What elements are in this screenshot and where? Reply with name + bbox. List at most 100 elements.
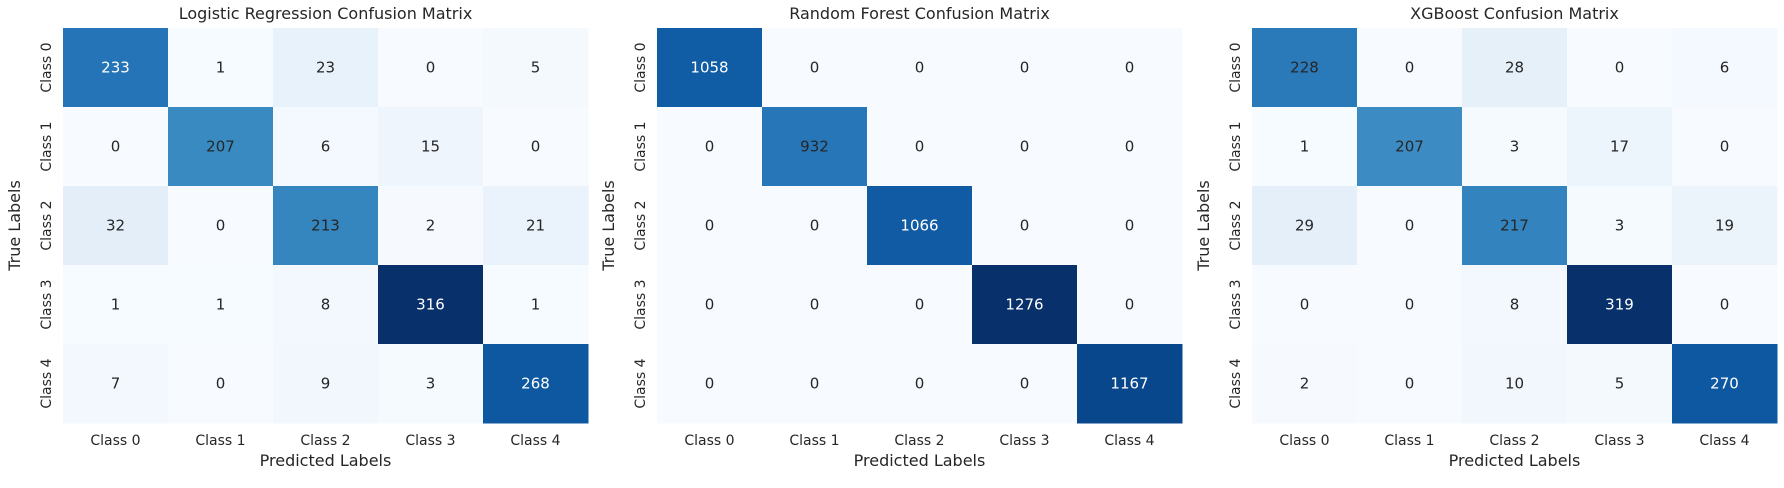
heatmap-cell — [1357, 186, 1463, 266]
heatmap-cell — [273, 107, 379, 187]
x-tick-label: Class 1 — [789, 433, 839, 449]
cell-value-label: 28 — [1505, 59, 1524, 77]
cell-value-label: 19 — [1715, 217, 1734, 235]
heatmap-cell — [1462, 107, 1568, 187]
cell-value-label: 29 — [1295, 217, 1314, 235]
cell-value-label: 6 — [321, 138, 331, 156]
cell-value-label: 228 — [1290, 59, 1319, 77]
heatmap-cell — [1357, 107, 1463, 187]
cell-value-label: 0 — [1300, 296, 1310, 314]
y-tick-label: Class 0 — [1228, 42, 1244, 92]
cell-value-label: 270 — [1710, 375, 1739, 393]
cell-value-label: 932 — [800, 138, 829, 156]
heatmap-cell — [378, 107, 484, 187]
cell-value-label: 1167 — [1110, 375, 1148, 393]
y-tick-label: Class 2 — [633, 200, 649, 250]
x-tick-label: Class 2 — [300, 433, 350, 449]
heatmap-cell — [972, 186, 1078, 266]
heatmap-cell — [483, 265, 589, 345]
heatmap-cell — [483, 107, 589, 187]
heatmap-cell — [867, 186, 973, 266]
cell-value-label: 0 — [1125, 138, 1135, 156]
cell-value-label: 3 — [1615, 217, 1625, 235]
x-tick-label: Class 4 — [510, 433, 560, 449]
heatmap-cell — [1077, 28, 1183, 108]
cell-value-label: 1 — [216, 296, 226, 314]
cell-value-label: 3 — [1510, 138, 1520, 156]
heatmap-panel-xgboost-confusion-matrix: 228 0 28 0 61 207 3 17 029 0 217 3 190 0 8 319 02 0 10 5 270… — [1194, 4, 1778, 470]
heatmap-cell — [657, 28, 763, 108]
heatmap-cell — [1252, 107, 1358, 187]
heatmap-cell — [378, 186, 484, 266]
x-tick-label: Class 0 — [90, 433, 140, 449]
heatmap-cell — [972, 28, 1078, 108]
cell-value-label: 0 — [810, 59, 820, 77]
cell-value-label: 217 — [1500, 217, 1529, 235]
cell-value-label: 2 — [1300, 375, 1310, 393]
x-tick-label: Class 0 — [684, 433, 734, 449]
heatmap-cell — [1357, 28, 1463, 108]
heatmap-cell — [483, 28, 589, 108]
x-tick-label: Class 0 — [1279, 433, 1329, 449]
cell-value-label: 0 — [1615, 59, 1625, 77]
cell-value-label: 0 — [1720, 296, 1730, 314]
heatmap-cell — [483, 344, 589, 424]
heatmap-cell — [168, 28, 274, 108]
cell-value-label: 1 — [111, 296, 121, 314]
cell-value-label: 0 — [1720, 138, 1730, 156]
heatmap-cell — [1462, 265, 1568, 345]
x-tick-label: Class 3 — [999, 433, 1049, 449]
x-axis-label: Predicted Labels — [854, 451, 986, 470]
x-tick-label: Class 1 — [195, 433, 245, 449]
cell-value-label: 0 — [705, 138, 715, 156]
y-tick-label: Class 4 — [1228, 358, 1244, 408]
heatmap-cell — [972, 265, 1078, 345]
cell-value-label: 21 — [526, 217, 545, 235]
heatmap-cell — [1567, 28, 1673, 108]
heatmap-cell — [168, 265, 274, 345]
cell-value-label: 0 — [915, 138, 925, 156]
heatmap-cell — [1672, 265, 1778, 345]
heatmap-cell — [63, 344, 169, 424]
heatmap-panel-logistic-regression-confusion-matrix: 233 1 23 0 5 0 207 6 15 0 32 0 213 2 21 1 1 8 316 1 7 0 9 3 268 C… — [5, 4, 589, 470]
y-tick-label: Class 3 — [1228, 279, 1244, 329]
heatmap-cell — [273, 28, 379, 108]
cell-value-label: 0 — [705, 375, 715, 393]
y-tick-label: Class 3 — [633, 279, 649, 329]
y-tick-label: Class 1 — [39, 121, 55, 171]
cell-value-label: 0 — [810, 296, 820, 314]
cell-value-label: 1 — [1300, 138, 1310, 156]
heatmap-cell — [867, 28, 973, 108]
cell-value-label: 6 — [1720, 59, 1730, 77]
heatmap-cell — [1252, 186, 1358, 266]
heatmap-cell — [657, 265, 763, 345]
heatmap-cell — [273, 186, 379, 266]
heatmap-cell — [1672, 344, 1778, 424]
cell-value-label: 7 — [111, 375, 121, 393]
heatmap-cell — [972, 344, 1078, 424]
cell-value-label: 319 — [1605, 296, 1634, 314]
heatmap-cell — [63, 265, 169, 345]
x-tick-label: Class 2 — [1489, 433, 1539, 449]
cell-value-label: 9 — [321, 375, 331, 393]
cell-value-label: 0 — [216, 217, 226, 235]
heatmap-cell — [762, 186, 868, 266]
y-axis-label: True Labels — [1194, 180, 1213, 272]
cell-value-label: 5 — [1615, 375, 1625, 393]
heatmap-cell — [867, 344, 973, 424]
cell-value-label: 0 — [1405, 375, 1415, 393]
heatmap-cell — [867, 265, 973, 345]
cell-value-label: 0 — [1020, 59, 1030, 77]
heatmap-cell — [1077, 186, 1183, 266]
cell-value-label: 0 — [915, 296, 925, 314]
heatmap-cell — [762, 107, 868, 187]
x-tick-label: Class 4 — [1699, 433, 1749, 449]
heatmap-cell — [168, 107, 274, 187]
x-tick-label: Class 4 — [1104, 433, 1154, 449]
heatmap-cell — [762, 265, 868, 345]
x-tick-label: Class 3 — [405, 433, 455, 449]
cell-value-label: 207 — [206, 138, 235, 156]
cell-value-label: 5 — [531, 59, 541, 77]
